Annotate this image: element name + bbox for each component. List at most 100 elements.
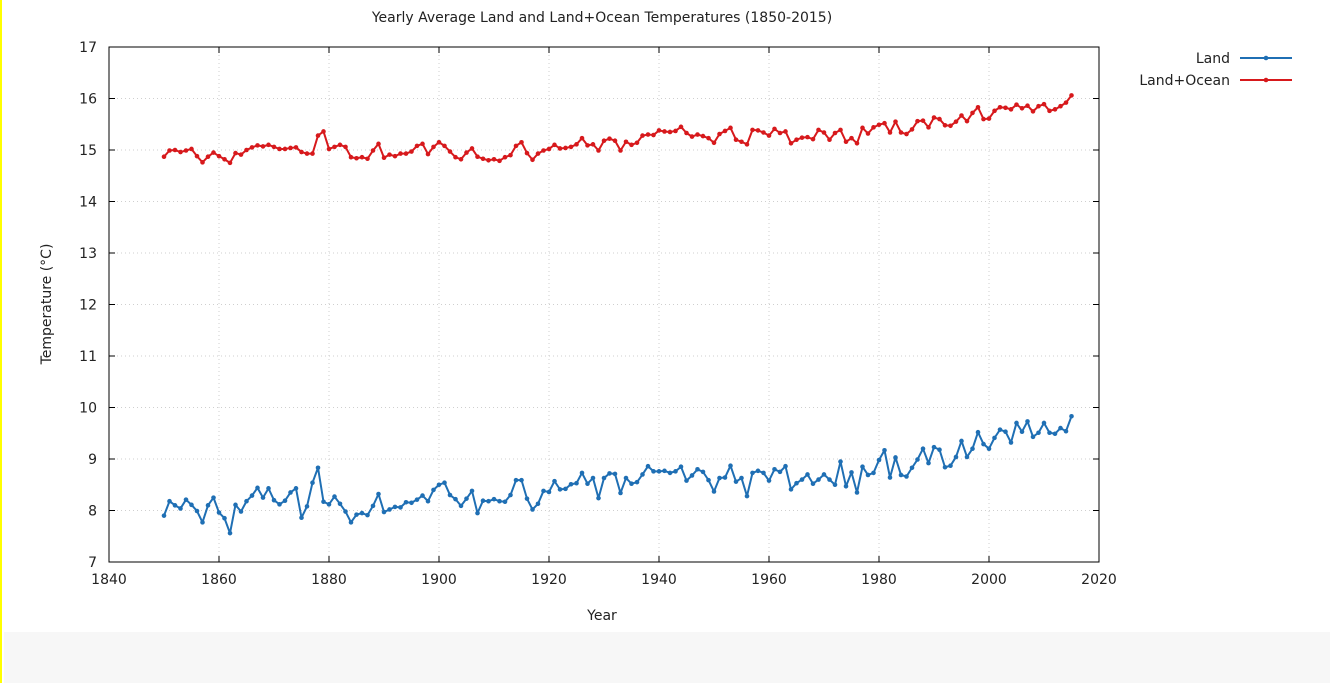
data-point-land xyxy=(387,507,392,512)
x-tick-label: 1880 xyxy=(311,572,347,588)
data-point-land-ocean xyxy=(343,144,348,150)
data-point-land-ocean xyxy=(876,122,882,128)
data-point-land xyxy=(942,464,948,470)
data-point-land-ocean xyxy=(948,123,953,129)
data-point-land xyxy=(1063,428,1069,434)
data-point-land-ocean xyxy=(563,145,568,151)
data-point-land xyxy=(997,427,1003,432)
data-point-land-ocean xyxy=(480,156,486,162)
data-point-land-ocean xyxy=(282,146,288,152)
data-point-land-ocean xyxy=(519,139,524,145)
data-point-land-ocean xyxy=(260,144,266,149)
data-point-land xyxy=(1014,420,1019,426)
data-point-land xyxy=(200,520,205,525)
data-point-land-ocean xyxy=(887,130,893,135)
data-point-land-ocean xyxy=(1003,105,1008,111)
data-point-land xyxy=(403,499,409,505)
data-point-land-ocean xyxy=(711,140,717,146)
data-point-land-ocean xyxy=(546,146,552,152)
data-point-land-ocean xyxy=(667,129,673,135)
data-point-land-ocean xyxy=(695,132,700,137)
data-point-land xyxy=(893,455,898,460)
data-point-land xyxy=(398,505,403,510)
data-point-land xyxy=(227,530,233,536)
data-point-land xyxy=(194,508,200,514)
data-point-land xyxy=(189,502,194,508)
data-point-land-ocean xyxy=(634,140,640,146)
data-point-land-ocean xyxy=(337,142,343,148)
data-point-land xyxy=(750,470,755,476)
data-point-land xyxy=(596,495,601,501)
data-point-land-ocean xyxy=(761,130,766,135)
data-point-land xyxy=(579,470,585,476)
data-point-land xyxy=(915,457,920,462)
data-point-land xyxy=(821,472,827,477)
data-point-land-ocean xyxy=(530,157,535,163)
data-point-land-ocean xyxy=(425,151,431,157)
data-point-land-ocean xyxy=(733,137,739,142)
series-line-land-ocean xyxy=(163,94,1073,164)
data-point-land-ocean xyxy=(557,146,563,151)
x-tick-label: 2020 xyxy=(1081,572,1117,588)
data-point-land-ocean xyxy=(469,146,475,151)
y-tick-label: 10 xyxy=(79,401,97,417)
y-tick-label: 17 xyxy=(79,40,97,56)
data-point-land-ocean xyxy=(744,142,750,147)
data-point-land-ocean xyxy=(194,153,200,159)
data-point-land xyxy=(783,463,788,469)
data-point-land-ocean xyxy=(821,130,827,135)
data-point-land-ocean xyxy=(816,127,821,133)
data-point-land-ocean xyxy=(986,116,992,121)
data-point-land-ocean xyxy=(810,136,816,142)
data-point-land-ocean xyxy=(288,145,293,151)
data-point-land xyxy=(964,454,970,460)
data-point-land-ocean xyxy=(574,142,579,147)
legend-label-land-ocean: Land+Ocean xyxy=(1139,73,1230,89)
data-point-land xyxy=(524,496,530,501)
data-point-land-ocean xyxy=(772,126,777,132)
data-point-land-ocean xyxy=(1069,93,1074,98)
data-point-land-ocean xyxy=(601,138,607,144)
data-point-land xyxy=(612,471,618,477)
data-point-land-ocean xyxy=(552,142,557,148)
data-point-land-ocean xyxy=(222,156,227,162)
data-point-land-ocean xyxy=(447,149,453,154)
data-point-land xyxy=(293,486,299,491)
data-point-land-ocean xyxy=(689,134,695,139)
data-point-land xyxy=(1047,430,1052,436)
data-point-land-ocean xyxy=(535,151,541,156)
data-point-land-ocean xyxy=(678,124,684,130)
data-point-land-ocean xyxy=(739,139,744,145)
data-point-land-ocean xyxy=(651,132,656,138)
data-point-land xyxy=(717,475,722,481)
data-point-land xyxy=(337,501,343,507)
data-point-land xyxy=(656,469,662,474)
data-point-land-ocean xyxy=(755,128,761,133)
data-point-land xyxy=(761,470,766,476)
data-point-land xyxy=(849,470,854,475)
y-tick-label: 7 xyxy=(88,555,97,571)
data-point-land-ocean xyxy=(403,151,409,156)
data-point-land xyxy=(981,441,986,447)
data-point-land-ocean xyxy=(926,125,931,130)
data-point-land-ocean xyxy=(1014,102,1019,107)
data-point-land xyxy=(183,497,189,502)
data-point-land-ocean xyxy=(502,154,508,160)
data-point-land-ocean xyxy=(579,135,585,141)
data-point-land-ocean xyxy=(805,134,810,140)
x-tick-label: 1920 xyxy=(531,572,567,588)
data-point-land xyxy=(992,435,997,441)
data-point-land xyxy=(854,490,860,495)
data-point-land-ocean xyxy=(623,139,629,145)
series-land-ocean xyxy=(161,93,1074,166)
y-axis-label: Temperature (°C) xyxy=(39,244,55,366)
data-point-land-ocean xyxy=(722,128,728,134)
data-point-land-ocean xyxy=(414,143,420,149)
data-point-land-ocean xyxy=(524,150,530,156)
data-point-land xyxy=(667,470,673,476)
data-point-land-ocean xyxy=(183,148,189,153)
data-point-land xyxy=(794,480,799,486)
data-point-land xyxy=(810,481,816,487)
data-point-land-ocean xyxy=(656,128,662,133)
data-point-land xyxy=(739,475,744,481)
